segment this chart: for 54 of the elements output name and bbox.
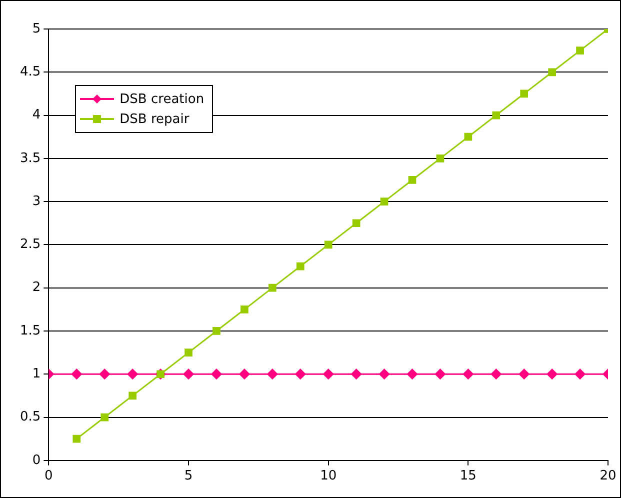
point (100, 413, 109, 422)
point (574, 368, 586, 380)
point (99, 368, 110, 380)
y-tick-label: 4.5 (20, 64, 41, 80)
y-tick-label: 0 (32, 452, 41, 468)
point (434, 368, 446, 380)
point (268, 284, 276, 292)
x-tick-label: 20 (600, 468, 616, 484)
point (324, 240, 332, 249)
point (576, 46, 584, 54)
x-tick-label: 15 (460, 468, 476, 484)
legend-label: DSB creation (120, 92, 204, 106)
point (490, 368, 502, 380)
point (296, 262, 304, 270)
point (352, 219, 360, 228)
point (184, 348, 192, 356)
point (239, 368, 250, 380)
y-tick-label: 5 (32, 21, 41, 36)
y-tick-label: 1.5 (20, 323, 41, 338)
point (72, 434, 81, 443)
point (380, 198, 388, 206)
point (240, 305, 248, 314)
point (379, 368, 390, 380)
point (267, 368, 278, 380)
point (464, 132, 472, 141)
point (128, 392, 137, 400)
legend-label: DSB repair (120, 112, 190, 126)
point (323, 368, 334, 380)
point (546, 368, 558, 380)
point (408, 176, 416, 184)
point (71, 368, 82, 380)
y-tick-label: 1 (32, 366, 41, 382)
point (127, 368, 138, 380)
point (295, 368, 306, 380)
point (183, 368, 194, 380)
point (436, 154, 444, 162)
point (462, 368, 474, 380)
x-tick-label: 5 (184, 468, 193, 484)
point (351, 368, 362, 380)
point (212, 327, 220, 335)
point (518, 368, 530, 380)
y-tick-label: 4 (32, 108, 41, 123)
point (548, 68, 556, 76)
y-tick-label: 2 (32, 280, 41, 296)
y-tick-label: 2.5 (20, 237, 41, 252)
point (492, 111, 500, 120)
x-tick-label: 0 (44, 468, 53, 484)
point (520, 90, 528, 98)
point (211, 368, 222, 380)
point (406, 368, 418, 380)
y-tick-label: 3 (32, 194, 41, 209)
y-tick-label: 3.5 (20, 150, 41, 166)
y-tick-label: 0.5 (20, 410, 41, 425)
x-tick-label: 10 (320, 468, 337, 484)
